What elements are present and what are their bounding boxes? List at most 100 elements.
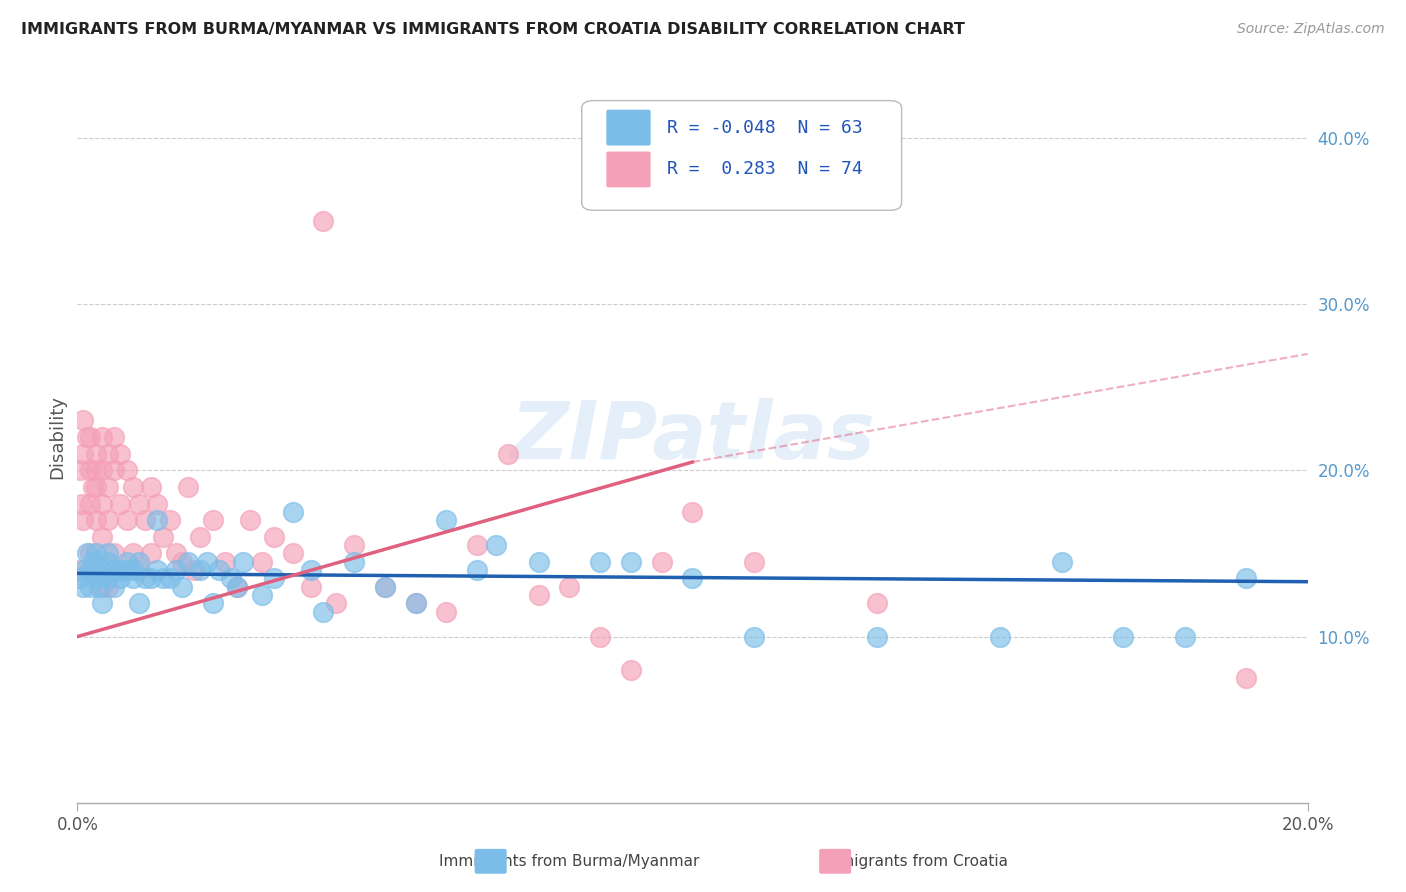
Point <box>1234 671 1257 685</box>
Point <box>219 571 242 585</box>
Point <box>84 463 107 477</box>
Point <box>110 571 132 585</box>
Point <box>103 463 125 477</box>
Point <box>299 563 322 577</box>
Point <box>374 580 396 594</box>
Point <box>682 505 704 519</box>
Point <box>146 563 169 577</box>
Point <box>374 580 396 594</box>
Point <box>103 430 125 444</box>
Point <box>226 580 249 594</box>
Point <box>84 563 107 577</box>
Point <box>312 214 335 228</box>
Point <box>146 497 169 511</box>
Point <box>67 563 90 577</box>
Point <box>97 571 120 585</box>
Point <box>69 571 91 585</box>
Point <box>84 571 107 585</box>
Point <box>115 463 138 477</box>
Point <box>485 538 508 552</box>
Point <box>436 513 458 527</box>
Point <box>141 571 163 585</box>
Point <box>651 555 673 569</box>
Point <box>110 497 132 511</box>
Point <box>90 530 114 544</box>
Point <box>121 546 143 560</box>
Point <box>146 513 169 527</box>
Point <box>72 563 94 577</box>
Point <box>72 580 94 594</box>
Point <box>84 447 107 461</box>
Point <box>183 563 205 577</box>
Point <box>343 555 366 569</box>
Point <box>84 513 107 527</box>
Point <box>103 563 125 577</box>
Point <box>110 447 132 461</box>
Point <box>682 571 704 585</box>
Text: R = -0.048  N = 63: R = -0.048 N = 63 <box>666 119 862 136</box>
Point <box>76 430 98 444</box>
Point <box>90 430 114 444</box>
Point <box>128 555 150 569</box>
Point <box>589 630 612 644</box>
Text: IMMIGRANTS FROM BURMA/MYANMAR VS IMMIGRANTS FROM CROATIA DISABILITY CORRELATION : IMMIGRANTS FROM BURMA/MYANMAR VS IMMIGRA… <box>21 22 965 37</box>
Point <box>121 563 143 577</box>
Point <box>866 630 889 644</box>
Point <box>97 447 120 461</box>
Point <box>97 513 120 527</box>
Point <box>97 555 120 569</box>
Point <box>465 538 488 552</box>
Point <box>1112 630 1135 644</box>
Text: Source: ZipAtlas.com: Source: ZipAtlas.com <box>1237 22 1385 37</box>
Point <box>405 596 427 610</box>
Point <box>87 580 110 594</box>
Point <box>79 546 101 560</box>
Point <box>72 413 94 427</box>
Point <box>128 497 150 511</box>
Point <box>312 605 335 619</box>
Point <box>1050 555 1073 569</box>
Point <box>208 563 231 577</box>
Point <box>110 563 132 577</box>
Point <box>201 513 224 527</box>
Point <box>436 605 458 619</box>
Text: Immigrants from Croatia: Immigrants from Croatia <box>820 854 1008 869</box>
Y-axis label: Disability: Disability <box>48 395 66 479</box>
Point <box>226 580 249 594</box>
Point <box>177 555 200 569</box>
Point <box>620 663 643 677</box>
Point <box>250 588 273 602</box>
Text: R =  0.283  N = 74: R = 0.283 N = 74 <box>666 161 862 178</box>
Point <box>527 588 550 602</box>
Point <box>988 630 1011 644</box>
Point <box>239 513 262 527</box>
Point <box>170 580 193 594</box>
Point <box>281 546 304 560</box>
Point <box>281 505 304 519</box>
Point <box>82 555 104 569</box>
Text: Immigrants from Burma/Myanmar: Immigrants from Burma/Myanmar <box>439 854 700 869</box>
Point <box>97 546 120 560</box>
FancyBboxPatch shape <box>475 849 506 874</box>
FancyBboxPatch shape <box>606 110 651 145</box>
Point <box>742 555 765 569</box>
Point <box>177 480 200 494</box>
Point <box>115 513 138 527</box>
Point <box>84 480 107 494</box>
Point <box>866 596 889 610</box>
Point <box>97 580 120 594</box>
Point <box>72 447 94 461</box>
Point <box>263 530 285 544</box>
Point <box>1234 571 1257 585</box>
Point <box>128 596 150 610</box>
Point <box>159 571 181 585</box>
Point <box>103 546 125 560</box>
Point <box>250 555 273 569</box>
Point <box>79 563 101 577</box>
Point <box>141 546 163 560</box>
Point <box>79 497 101 511</box>
Point <box>115 563 138 577</box>
Point <box>82 480 104 494</box>
Point <box>325 596 347 610</box>
Point <box>465 563 488 577</box>
